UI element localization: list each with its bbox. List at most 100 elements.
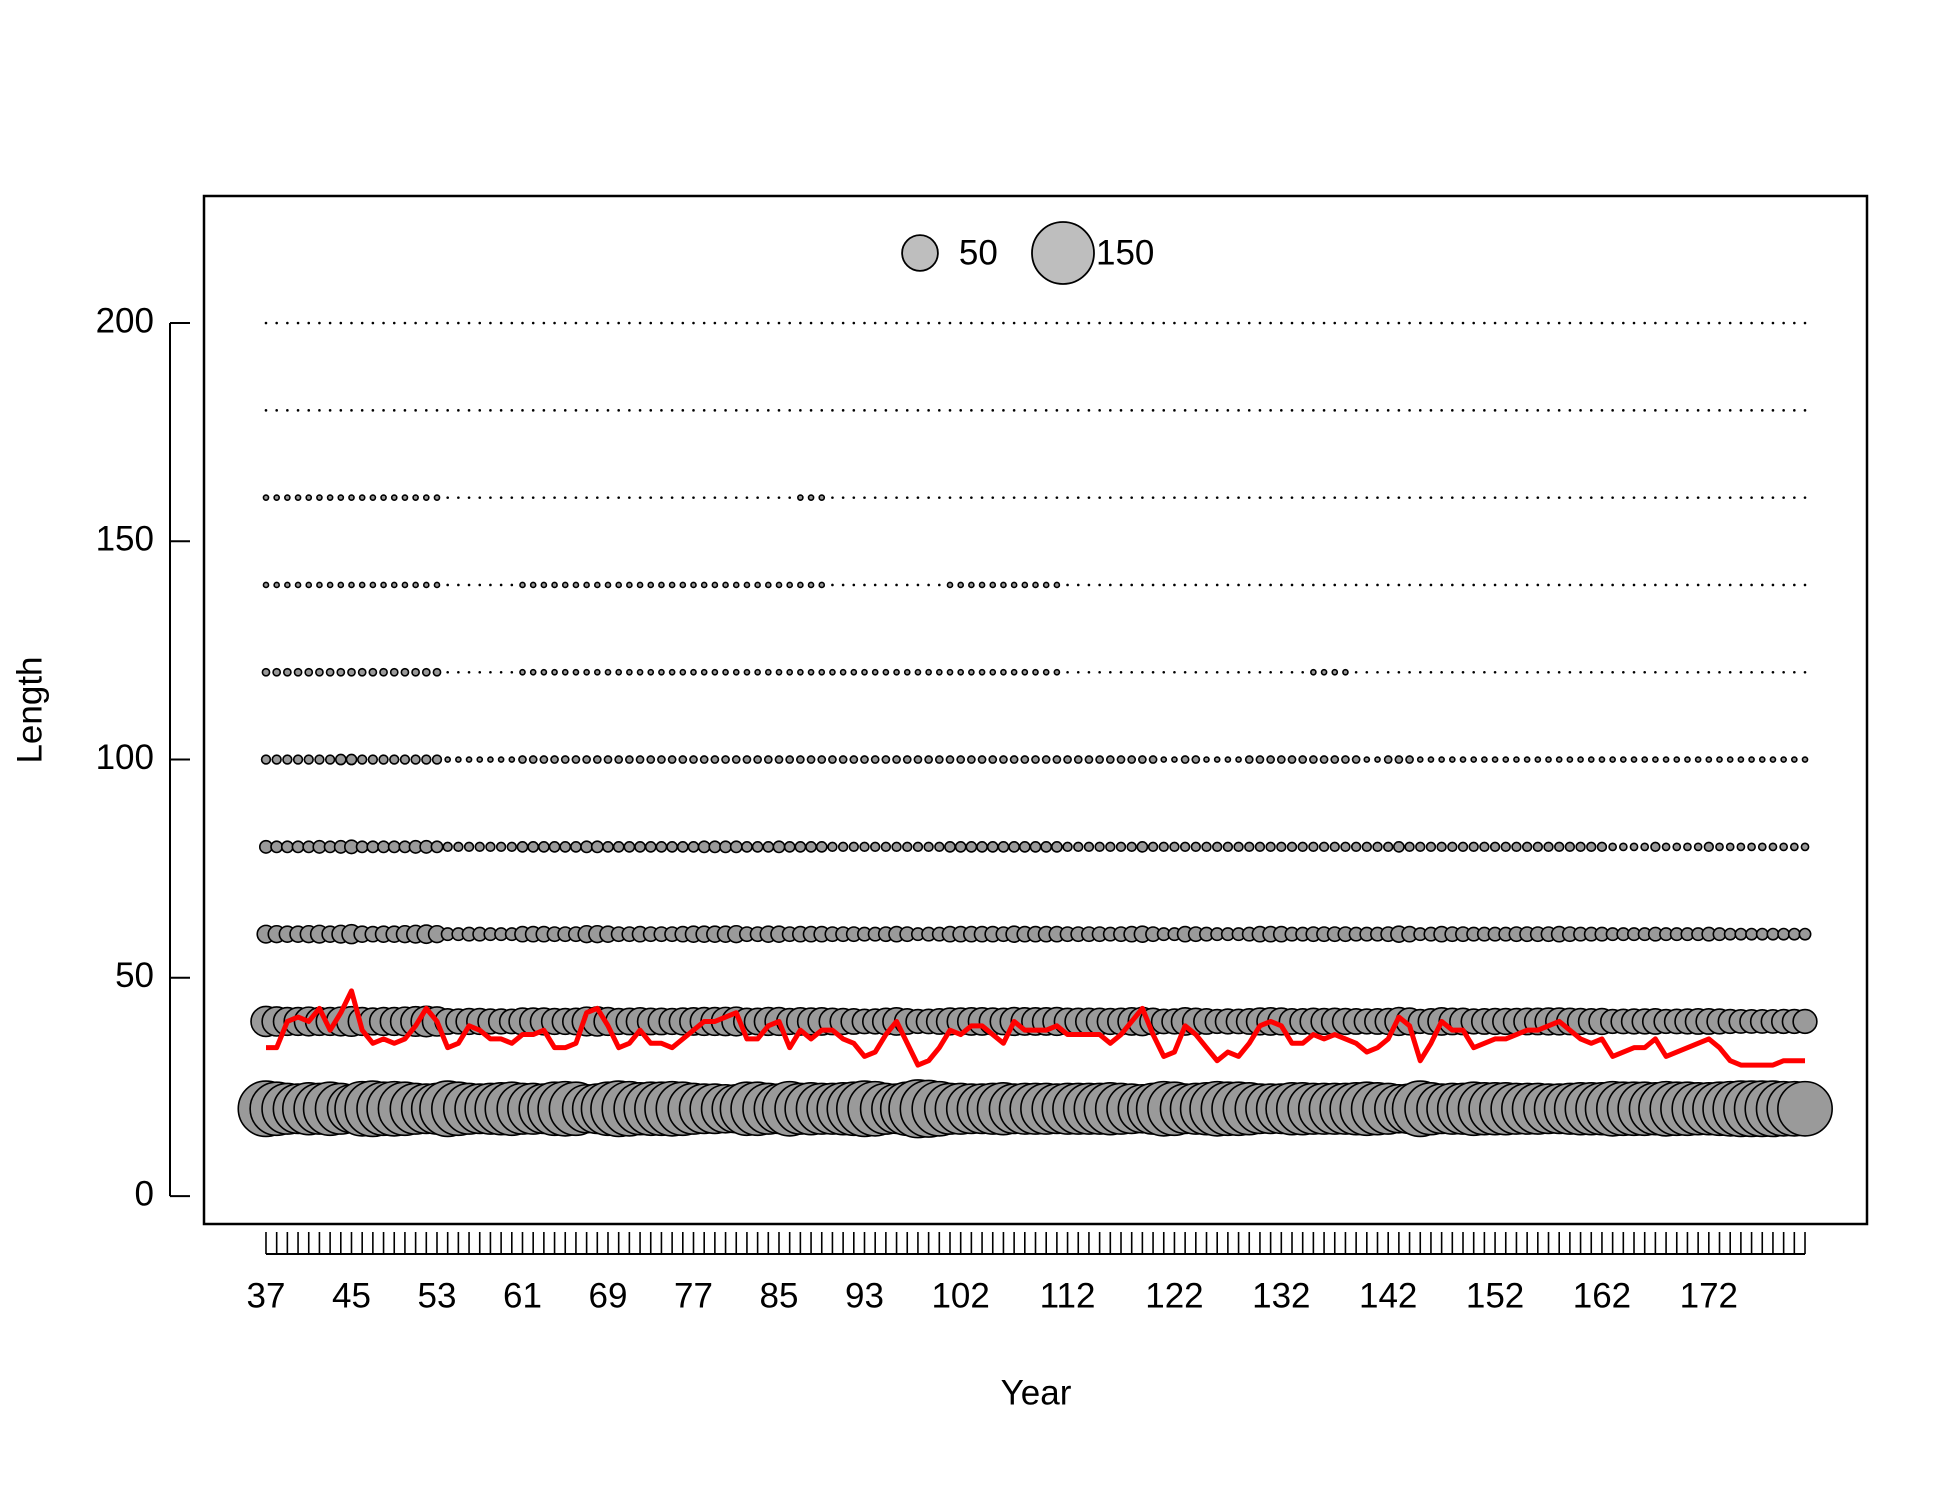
- bubble: [1771, 583, 1775, 587]
- bubble: [700, 668, 708, 676]
- bubble: [1205, 583, 1208, 587]
- bubble: [1000, 668, 1007, 676]
- bubble: [1397, 583, 1401, 587]
- bubble: [1504, 670, 1508, 674]
- bubble: [881, 755, 891, 764]
- bubble: [658, 581, 665, 589]
- bubble: [839, 668, 847, 676]
- bubble: [1579, 321, 1582, 325]
- bubble: [1586, 841, 1597, 853]
- legend-bubble: [901, 234, 939, 272]
- bubble: [1076, 670, 1080, 674]
- bubble: [602, 840, 614, 853]
- bubble: [767, 496, 770, 499]
- bubble: [583, 668, 590, 676]
- bubble: [1739, 670, 1743, 674]
- bubble: [1397, 496, 1401, 499]
- bubble: [1372, 841, 1383, 853]
- bubble: [1034, 409, 1037, 412]
- bubble: [1429, 321, 1433, 325]
- bubble: [1000, 581, 1007, 589]
- bubble: [453, 841, 464, 853]
- bubble: [1322, 321, 1326, 325]
- bubble: [1793, 583, 1796, 587]
- bubble: [478, 409, 482, 412]
- bubble: [902, 841, 913, 853]
- bubble: [1515, 321, 1518, 325]
- bubble: [980, 409, 984, 412]
- bubble: [380, 494, 387, 501]
- bubble: [1493, 670, 1497, 674]
- bubble: [1630, 756, 1638, 763]
- bubble: [873, 409, 877, 412]
- bubble: [518, 755, 527, 764]
- bubble: [1354, 583, 1358, 587]
- bubble: [1141, 583, 1144, 587]
- bubble: [1451, 496, 1454, 499]
- bubble: [318, 409, 321, 412]
- bubble: [957, 581, 965, 589]
- bubble: [379, 667, 388, 677]
- bubble: [1173, 583, 1176, 587]
- bubble: [777, 496, 781, 499]
- bubble: [817, 755, 827, 764]
- bubble: [531, 321, 535, 325]
- bubble: [1718, 409, 1721, 412]
- bubble: [1782, 321, 1785, 325]
- bubble: [870, 841, 881, 853]
- bubble: [1451, 583, 1454, 587]
- bubble: [1173, 670, 1176, 674]
- bubble: [644, 840, 657, 853]
- bubble: [756, 409, 759, 412]
- bubble: [1290, 583, 1294, 587]
- bubble: [690, 581, 697, 589]
- bubble: [1513, 756, 1520, 763]
- bubble: [596, 321, 599, 325]
- bubble: [1297, 841, 1308, 853]
- bubble: [1470, 756, 1478, 763]
- bubble: [895, 496, 898, 499]
- bubble: [1611, 321, 1614, 325]
- bubble: [1247, 583, 1251, 587]
- bubble: [1568, 583, 1572, 587]
- bubble: [670, 409, 674, 412]
- bubble: [540, 668, 548, 676]
- bubble: [863, 496, 866, 499]
- bubble: [1728, 670, 1732, 674]
- bubble: [1312, 409, 1315, 412]
- bubble: [1365, 496, 1369, 499]
- bubble: [1280, 583, 1283, 587]
- bubble: [412, 494, 419, 501]
- bubble: [838, 755, 848, 764]
- bubble: [617, 321, 620, 325]
- bubble: [1151, 321, 1155, 325]
- bubble: [892, 755, 901, 764]
- bubble: [863, 321, 866, 325]
- bubble: [403, 321, 407, 325]
- bubble: [1461, 409, 1465, 412]
- bubble: [296, 409, 300, 412]
- bubble: [882, 668, 890, 676]
- bubble: [945, 755, 955, 764]
- bubble: [284, 581, 291, 589]
- bubble: [978, 581, 986, 589]
- bubble: [478, 583, 482, 587]
- bubble: [732, 581, 740, 589]
- bubble: [1386, 583, 1390, 587]
- bubble: [1461, 496, 1465, 499]
- bubble: [1215, 583, 1219, 587]
- bubble: [797, 668, 804, 676]
- bubble: [1076, 321, 1080, 325]
- bubble: [292, 754, 304, 765]
- bubble: [1534, 756, 1542, 763]
- bubble: [1051, 840, 1063, 853]
- bubble: [1429, 496, 1433, 499]
- bubble: [870, 755, 880, 764]
- bubble: [1600, 583, 1604, 587]
- bubble: [970, 409, 973, 412]
- bubble: [1803, 670, 1807, 674]
- bubble: [1491, 756, 1499, 763]
- bubble: [818, 581, 826, 589]
- bubble: [1587, 756, 1595, 763]
- bubble: [1023, 321, 1027, 325]
